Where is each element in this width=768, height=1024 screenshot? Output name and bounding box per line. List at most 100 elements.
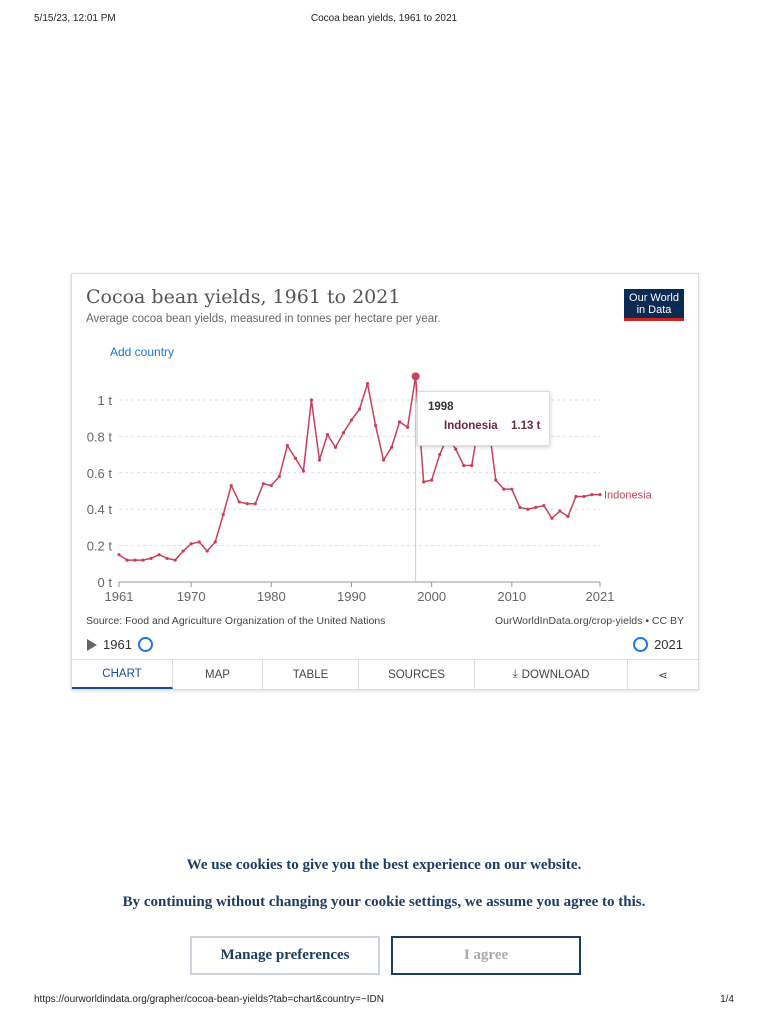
data-point	[349, 418, 354, 422]
data-point	[309, 398, 313, 402]
data-point	[157, 553, 161, 557]
x-tick-label: 1970	[177, 589, 206, 604]
y-tick-label: 0.8 t	[87, 429, 113, 444]
download-icon: ⤓	[512, 668, 518, 680]
x-tick-label: 2000	[417, 589, 446, 604]
add-country-button[interactable]: Add country	[110, 345, 175, 359]
data-point	[574, 494, 578, 499]
x-tick-label: 1980	[257, 589, 286, 604]
tab-sources[interactable]: SOURCES	[359, 660, 475, 689]
y-tick-label: 0.6 t	[87, 466, 113, 481]
data-point	[317, 458, 322, 462]
tab-download-label: DOWNLOAD	[521, 668, 590, 681]
data-point	[566, 514, 570, 519]
data-point	[406, 425, 410, 429]
owid-logo[interactable]: Our World in Data	[624, 289, 684, 321]
timeline-end-label: 2021	[654, 637, 683, 652]
data-point	[510, 487, 514, 491]
tooltip: 1998 Indonesia 1.13 t	[417, 391, 550, 446]
data-point	[373, 423, 378, 428]
data-point	[397, 420, 402, 424]
source-text[interactable]: Source: Food and Agriculture Organizatio…	[86, 615, 386, 627]
x-tick-label: 2010	[497, 589, 526, 604]
timeline-end: 2021	[633, 637, 683, 652]
data-point	[261, 482, 265, 486]
data-point	[181, 549, 185, 553]
data-point	[133, 558, 137, 562]
data-point	[285, 443, 289, 448]
tab-table[interactable]: TABLE	[263, 660, 359, 689]
data-point	[141, 558, 145, 562]
cookie-message: We use cookies to give you the best expe…	[186, 857, 582, 873]
data-point	[173, 558, 177, 562]
data-point	[149, 556, 153, 560]
data-point	[333, 445, 338, 449]
data-point	[502, 487, 506, 491]
tooltip-value: 1.13 t	[511, 420, 541, 432]
data-point	[229, 483, 233, 488]
play-icon[interactable]	[87, 638, 97, 651]
data-point	[494, 478, 498, 482]
data-point	[411, 372, 420, 381]
data-point	[454, 447, 458, 451]
data-point	[197, 540, 201, 544]
timeline-start-handle[interactable]	[137, 637, 153, 652]
data-point	[381, 458, 386, 462]
data-point	[518, 505, 522, 509]
data-point	[301, 469, 305, 473]
data-point	[125, 558, 129, 562]
tooltip-country: Indonesia	[444, 420, 498, 432]
print-page: 1/4	[720, 994, 734, 1005]
y-tick-label: 0.4 t	[87, 502, 113, 517]
data-point	[213, 540, 217, 544]
print-url: https://ourworldindata.org/grapher/cocoa…	[34, 994, 384, 1005]
x-tick-label: 1961	[105, 589, 134, 604]
y-tick-label: 0.2 t	[87, 539, 113, 554]
cookie-notice: By continuing without changing your cook…	[122, 894, 646, 910]
manage-preferences-button[interactable]: Manage preferences	[190, 936, 380, 975]
data-point	[542, 503, 546, 508]
data-point	[165, 556, 169, 560]
series-label-indonesia: Indonesia	[604, 490, 653, 502]
data-point	[341, 431, 346, 435]
x-tick-label: 1990	[337, 589, 366, 604]
y-tick-label: 0 t	[98, 575, 113, 590]
data-point	[430, 478, 434, 482]
data-point	[357, 407, 362, 411]
data-point	[269, 483, 273, 488]
data-point	[237, 500, 241, 504]
data-point	[470, 463, 474, 468]
data-point	[582, 494, 586, 499]
chart-subtitle: Average cocoa bean yields, measured in t…	[86, 313, 441, 325]
tab-map[interactable]: MAP	[173, 660, 263, 689]
tooltip-year: 1998	[428, 401, 454, 413]
tab-chart[interactable]: CHART	[72, 660, 173, 689]
timeline-start-label: 1961	[103, 637, 132, 652]
agree-button[interactable]: I agree	[391, 936, 581, 975]
data-point	[389, 445, 394, 449]
data-point	[117, 553, 121, 557]
data-point	[558, 509, 562, 513]
data-point	[189, 542, 193, 546]
print-datetime: 5/15/23, 12:01 PM	[34, 13, 116, 24]
data-point	[365, 382, 370, 386]
data-point	[598, 493, 602, 497]
data-point	[245, 502, 249, 506]
data-point	[325, 432, 330, 437]
data-point	[534, 505, 538, 509]
timeline-end-handle[interactable]	[633, 637, 649, 652]
share-button[interactable]: ⋖	[628, 660, 698, 689]
data-point	[422, 480, 426, 484]
chart-title: Cocoa bean yields, 1961 to 2021	[86, 286, 401, 308]
data-point	[462, 463, 466, 468]
data-point	[253, 502, 257, 506]
data-point	[221, 513, 225, 517]
y-tick-label: 1 t	[98, 393, 113, 408]
credit-link[interactable]: OurWorldInData.org/crop-yields • CC BY	[494, 615, 684, 627]
x-tick-label: 2021	[586, 589, 615, 604]
print-title: Cocoa bean yields, 1961 to 2021	[310, 13, 458, 24]
tab-download[interactable]: ⤓ DOWNLOAD	[475, 660, 628, 689]
data-point	[293, 456, 297, 460]
share-icon: ⋖	[658, 669, 668, 682]
data-point	[550, 516, 554, 520]
